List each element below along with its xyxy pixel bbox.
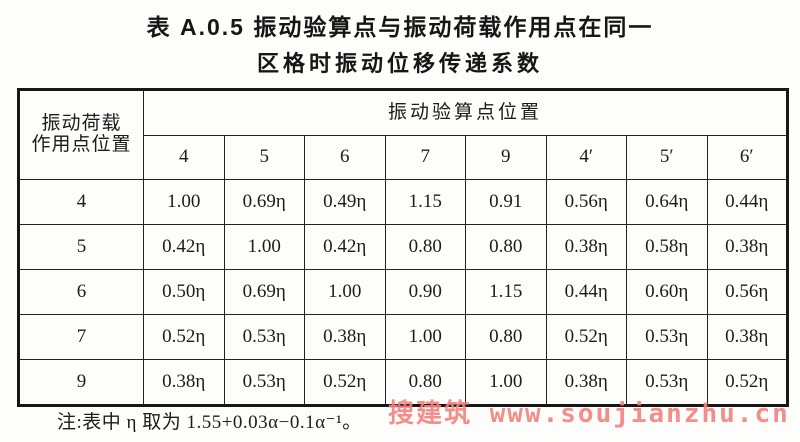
coef-cell: 0.69η	[223, 179, 305, 225]
coef-cell: 0.69η	[223, 269, 305, 315]
table-row: 5 0.42η 1.00 0.42η 0.80 0.80 0.38η 0.58η…	[18, 224, 788, 270]
coef-cell: 0.38η	[545, 359, 627, 406]
coef-cell: 0.42η	[143, 224, 225, 270]
coef-cell: 0.44η	[545, 269, 627, 315]
table-row: 9 0.38η 0.53η 0.52η 0.80 1.00 0.38η 0.53…	[18, 359, 788, 406]
coef-cell: 0.38η	[304, 314, 386, 360]
coef-cell: 0.80	[384, 224, 466, 270]
coef-cell: 1.00	[465, 359, 547, 406]
row-label: 5	[18, 224, 144, 270]
coef-cell: 1.00	[384, 314, 466, 360]
coef-cell: 1.00	[143, 179, 225, 225]
coef-cell: 0.80	[465, 314, 547, 360]
table-row: 6 0.50η 0.69η 1.00 0.90 1.15 0.44η 0.60η…	[18, 269, 788, 315]
watermark-text: 搜建筑 www.soujianzhu.cn	[388, 399, 790, 429]
table-footnote: 注:表中 η 取为 1.55+0.03α−0.1α⁻¹。	[57, 412, 362, 433]
corner-header-line1: 振动荷载	[41, 113, 122, 135]
table-row: 4 1.00 0.69η 0.49η 1.15 0.91 0.56η 0.64η…	[18, 179, 788, 225]
column-header: 6′	[706, 135, 788, 180]
coef-cell: 0.52η	[143, 314, 225, 360]
vibration-transfer-coefficient-table: 振动荷载 作用点位置 振动验算点位置 4 5 6 7 9 4′ 5′ 6′ 4 …	[17, 88, 789, 407]
column-header: 7	[384, 135, 466, 180]
coef-cell: 0.49η	[304, 179, 386, 225]
column-header: 4′	[545, 135, 627, 180]
coef-cell: 0.52η	[706, 359, 788, 406]
coef-cell: 0.53η	[626, 359, 708, 406]
corner-header-line2: 作用点位置	[31, 134, 132, 155]
coef-cell: 0.56η	[706, 269, 788, 315]
column-header: 5	[223, 135, 305, 180]
column-header-row: 4 5 6 7 9 4′ 5′ 6′	[19, 135, 788, 180]
coef-cell: 0.56η	[545, 179, 627, 225]
table-title-line2: 区格时振动位移传递系数	[256, 51, 543, 76]
coef-cell: 1.00	[304, 269, 386, 315]
table-row: 7 0.52η 0.53η 0.38η 1.00 0.80 0.52η 0.53…	[18, 314, 788, 360]
coef-cell: 0.58η	[626, 224, 708, 270]
column-header: 6	[304, 135, 386, 180]
coef-cell: 0.60η	[626, 269, 708, 315]
coef-cell: 0.80	[465, 224, 547, 270]
coef-cell: 0.53η	[223, 314, 305, 360]
coef-cell: 0.38η	[143, 359, 225, 406]
column-header: 5′	[626, 135, 708, 180]
row-label: 6	[18, 269, 144, 315]
coef-cell: 1.00	[223, 224, 305, 270]
row-label: 9	[18, 359, 144, 406]
coef-cell: 0.50η	[143, 269, 225, 315]
row-label: 7	[18, 314, 144, 360]
coef-cell: 0.52η	[545, 314, 627, 360]
column-header: 9	[465, 135, 547, 180]
coef-cell: 0.52η	[304, 359, 386, 406]
coef-cell: 0.90	[384, 269, 466, 315]
coef-cell: 0.53η	[626, 314, 708, 360]
coef-cell: 1.15	[384, 179, 466, 225]
column-group-header: 振动验算点位置	[143, 89, 788, 136]
coef-cell: 0.38η	[545, 224, 627, 270]
coef-cell: 0.91	[465, 179, 547, 225]
coef-cell: 0.64η	[626, 179, 708, 225]
table-title-line1: 表 A.0.5 振动验算点与振动荷载作用点在同一	[146, 14, 654, 40]
coef-cell: 0.38η	[706, 224, 788, 270]
row-label: 4	[18, 179, 144, 225]
coef-cell: 0.38η	[706, 314, 788, 360]
coef-cell: 0.53η	[223, 359, 305, 406]
coef-cell: 0.42η	[304, 224, 386, 270]
column-header: 4	[143, 135, 225, 180]
coef-cell: 1.15	[465, 269, 547, 315]
coef-cell: 0.44η	[706, 179, 788, 225]
coef-cell: 0.80	[384, 359, 466, 406]
corner-header-cell: 振动荷载 作用点位置	[18, 89, 144, 180]
